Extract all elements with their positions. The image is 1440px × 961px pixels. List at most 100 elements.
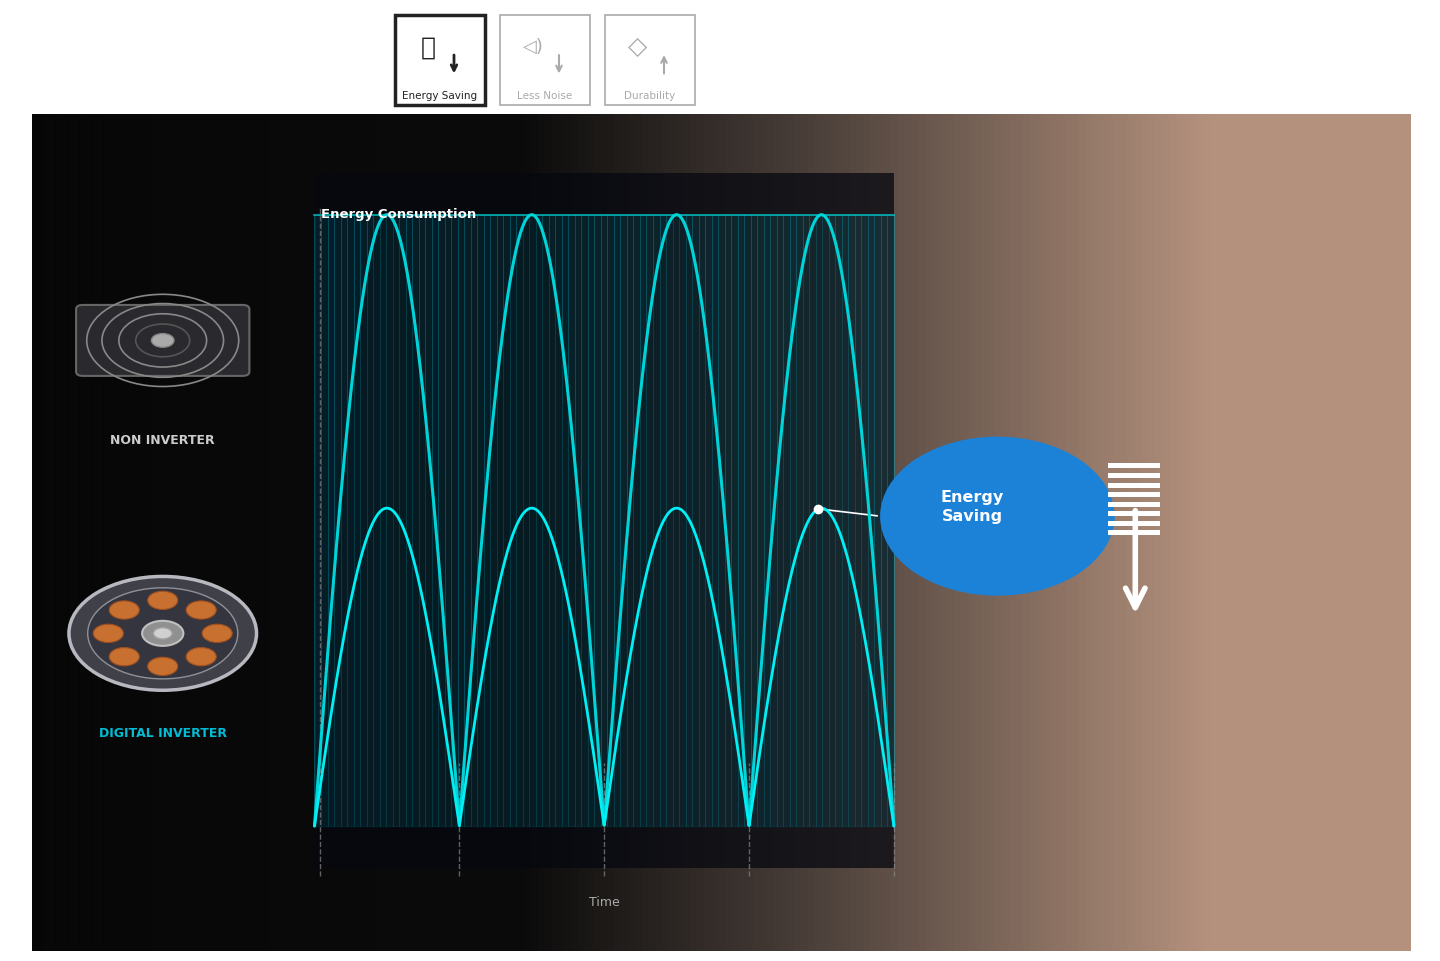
Bar (503, 115, 511, 951)
Bar (226, 115, 235, 951)
Circle shape (151, 334, 174, 348)
Bar (1162, 115, 1169, 951)
Bar (732, 115, 740, 951)
Circle shape (186, 602, 216, 620)
Bar (988, 115, 996, 951)
Text: Durability: Durability (625, 91, 675, 101)
Bar (268, 115, 275, 951)
Bar (253, 115, 262, 951)
Bar (468, 115, 477, 951)
Bar (940, 115, 948, 951)
Bar (1369, 115, 1378, 951)
Bar (1128, 115, 1135, 951)
Bar (222, 115, 235, 951)
Bar (711, 115, 720, 951)
Bar (1017, 115, 1024, 951)
Bar (1133, 115, 1142, 951)
Bar (1273, 115, 1280, 951)
Bar (174, 115, 187, 951)
Bar (91, 115, 104, 951)
Bar (323, 115, 331, 951)
FancyBboxPatch shape (395, 16, 485, 107)
Circle shape (202, 625, 232, 643)
Bar (1335, 115, 1344, 951)
Bar (246, 115, 258, 951)
Bar (143, 115, 151, 951)
Bar (906, 115, 913, 951)
Bar (871, 115, 878, 951)
Bar (600, 115, 609, 951)
Bar (392, 115, 400, 951)
Bar (337, 115, 346, 951)
Bar (1064, 115, 1073, 951)
Bar (1280, 115, 1287, 951)
Bar (593, 115, 602, 951)
Bar (995, 115, 1004, 951)
Bar (184, 115, 193, 951)
Bar (43, 115, 56, 951)
Bar (199, 115, 210, 951)
Bar (572, 115, 580, 951)
Bar (1320, 115, 1329, 951)
Bar (719, 115, 726, 951)
Text: NON INVERTER: NON INVERTER (111, 434, 215, 447)
Bar (1377, 115, 1385, 951)
Bar (1071, 115, 1080, 951)
Bar (795, 115, 802, 951)
Bar (1051, 115, 1058, 951)
Bar (842, 115, 851, 951)
Bar (1107, 493, 1161, 498)
Bar (1107, 464, 1161, 469)
Bar (399, 115, 408, 951)
Bar (1044, 115, 1053, 951)
Bar (163, 115, 174, 951)
Bar (559, 115, 567, 951)
Bar (517, 115, 526, 951)
Bar (628, 115, 636, 951)
Bar (59, 115, 68, 951)
Bar (960, 115, 969, 951)
Bar (835, 115, 844, 951)
Bar (946, 115, 955, 951)
Ellipse shape (880, 437, 1115, 596)
Bar (1140, 115, 1149, 951)
Text: ⏻: ⏻ (420, 36, 435, 60)
Bar (364, 115, 373, 951)
Bar (294, 115, 305, 951)
Bar (94, 115, 102, 951)
Bar (1030, 115, 1038, 951)
Bar (406, 115, 415, 951)
Bar (621, 115, 629, 951)
Bar (210, 115, 223, 951)
Bar (608, 115, 615, 951)
Bar (261, 115, 269, 951)
Bar (350, 115, 359, 951)
Bar (73, 115, 82, 951)
Circle shape (94, 625, 124, 643)
Bar (497, 115, 504, 951)
Bar (1238, 115, 1246, 951)
Bar (88, 115, 95, 951)
Bar (579, 115, 588, 951)
Text: Energy
Saving: Energy Saving (940, 490, 1004, 524)
Bar (204, 115, 213, 951)
Bar (704, 115, 713, 951)
Circle shape (88, 588, 238, 679)
Bar (1022, 115, 1031, 951)
Bar (199, 115, 206, 951)
Bar (968, 115, 976, 951)
Bar (281, 115, 289, 951)
FancyBboxPatch shape (500, 16, 590, 107)
Bar (1391, 115, 1398, 951)
Bar (46, 115, 53, 951)
Bar (566, 115, 573, 951)
Bar (66, 115, 75, 951)
Bar (690, 115, 698, 951)
Bar (151, 115, 163, 951)
Bar (128, 115, 137, 951)
Bar (857, 115, 865, 951)
Bar (108, 115, 117, 951)
Bar (68, 115, 79, 951)
Bar (157, 115, 164, 951)
Bar (317, 115, 330, 951)
